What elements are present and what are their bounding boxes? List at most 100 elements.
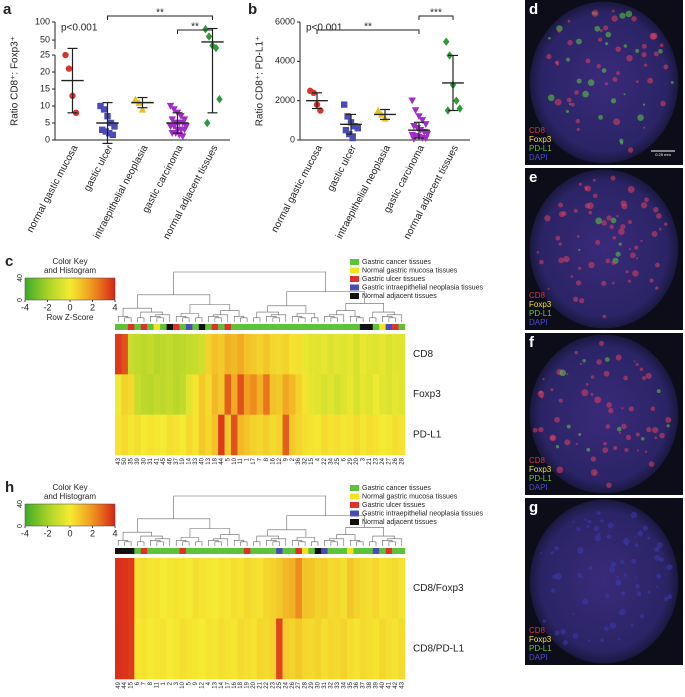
heatmap-cell — [179, 558, 187, 619]
column-group — [276, 324, 283, 330]
column-label: 30 — [142, 457, 148, 464]
heatmap-cell — [282, 334, 290, 375]
heatmap-cell — [398, 618, 406, 680]
column-group — [147, 548, 154, 554]
dendrogram — [336, 534, 356, 541]
dendrogram — [266, 539, 277, 546]
speckle — [532, 427, 538, 433]
column-label: 1 — [245, 457, 251, 461]
heatmap-cell — [276, 334, 283, 375]
column-group — [173, 324, 180, 330]
speckle — [624, 447, 629, 453]
column-group — [140, 324, 148, 330]
heatmap-cell — [173, 558, 180, 619]
column-group — [198, 324, 206, 330]
data-point — [415, 113, 423, 121]
y-tick-label: 25 — [40, 49, 50, 59]
column-group — [282, 548, 290, 554]
dendrogram — [182, 541, 190, 546]
y-tick-label: 50 — [40, 34, 50, 44]
dendrogram — [386, 538, 403, 546]
column-label: 17 — [225, 681, 231, 688]
speckle — [562, 640, 569, 646]
speckle — [634, 543, 639, 548]
heatmap-cell — [185, 558, 193, 619]
heatmap-cell — [147, 558, 154, 619]
column-label: 46 — [167, 457, 173, 464]
y-tick-label: 0 — [290, 134, 295, 144]
dendrogram — [208, 539, 219, 546]
speckle — [615, 354, 622, 361]
dendrogram — [189, 528, 231, 538]
dendrogram — [137, 294, 211, 309]
column-group — [218, 324, 225, 330]
column-label: 35 — [129, 457, 135, 464]
speckle — [615, 46, 622, 52]
dendrogram — [195, 317, 203, 322]
channel-label: Foxp3 — [529, 135, 552, 144]
heatmap-cell — [282, 558, 290, 619]
speckle — [654, 546, 660, 553]
column-label: 27 — [296, 681, 302, 688]
dendrogram — [173, 495, 327, 519]
column-group — [359, 324, 367, 330]
speckle — [642, 103, 646, 106]
speckle — [572, 613, 575, 616]
data-point — [212, 43, 220, 53]
heatmap-cell — [173, 414, 180, 456]
data-point — [111, 123, 118, 130]
column-group — [224, 324, 232, 330]
speckle — [609, 622, 617, 629]
heatmap-cell — [347, 334, 354, 375]
dendrogram — [286, 515, 366, 530]
heatmap-cell — [276, 414, 283, 456]
column-label: 42 — [393, 681, 399, 688]
speckle — [663, 64, 669, 70]
row-label: CD8 — [413, 349, 433, 360]
data-point — [102, 128, 109, 135]
speckle — [637, 530, 644, 537]
speckle — [584, 518, 587, 522]
dendrogram — [336, 310, 356, 317]
heatmap-cell — [147, 334, 154, 375]
heatmap-cell — [379, 334, 386, 375]
heatmap-cell — [263, 374, 270, 415]
speckle — [642, 525, 649, 531]
speckle — [596, 511, 601, 516]
column-label: 25 — [277, 681, 283, 688]
heatmap-cell — [224, 414, 232, 456]
heatmap-cell — [269, 374, 277, 415]
heatmap-cell — [205, 558, 212, 619]
heatmap-cell — [327, 414, 335, 456]
heatmap-cell — [134, 618, 142, 680]
heatmap-cell — [366, 374, 374, 415]
column-group — [340, 324, 348, 330]
column-group — [256, 548, 264, 554]
y-axis-label: Ratio CD8⁺: Foxp3⁺ — [10, 36, 21, 126]
speckle — [590, 469, 598, 477]
heatmap-cell — [115, 558, 122, 619]
speckle — [556, 25, 563, 32]
column-label: 33 — [193, 457, 199, 464]
column-label: 37 — [174, 457, 180, 464]
column-label: 20 — [251, 681, 257, 688]
speckle — [656, 213, 662, 219]
speckle — [654, 262, 660, 268]
scale-label: 0.25 mm — [655, 152, 671, 157]
heatmap-cell — [340, 414, 348, 456]
column-group — [372, 548, 380, 554]
data-point — [408, 97, 416, 105]
speckle — [656, 389, 661, 394]
speckle — [630, 623, 634, 627]
speckle — [611, 282, 615, 285]
data-point — [65, 65, 73, 72]
column-group — [301, 548, 309, 554]
x-tick-label: normal gastic mucosa — [25, 143, 81, 234]
column-label: 23 — [270, 681, 276, 688]
speckle — [623, 44, 628, 48]
column-group — [153, 324, 161, 330]
speckle — [609, 224, 614, 230]
row-label: PD-L1 — [413, 429, 442, 440]
column-label: 21 — [258, 681, 264, 688]
speckle — [643, 126, 646, 129]
